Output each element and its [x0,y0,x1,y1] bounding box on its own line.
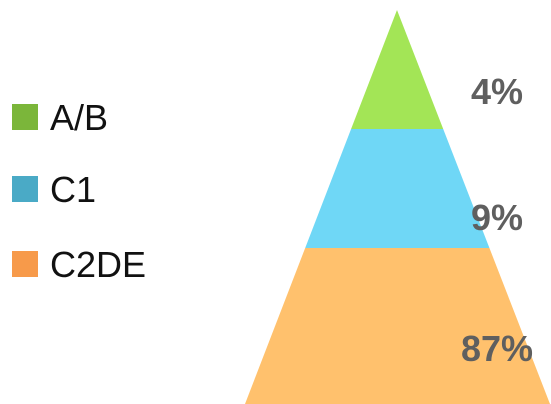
legend-item-c1: C1 [12,169,96,210]
legend-swatch [12,104,38,130]
legend-item-a-b: A/B [12,97,108,138]
legend: A/B C1 C2DE [12,97,146,285]
data-label-c1: 9% [471,197,523,238]
legend-swatch [12,176,38,202]
legend-item-c2de: C2DE [12,244,146,285]
legend-label: C1 [50,169,96,210]
legend-label: C2DE [50,244,146,285]
legend-swatch [12,251,38,277]
legend-label: A/B [50,97,108,138]
pyramid-segment-a-b [351,10,444,129]
data-label-a-b: 4% [471,71,523,112]
pyramid-segment-c2de [245,248,550,404]
data-label-c2de: 87% [461,328,533,369]
pyramid-segment-c1 [305,129,490,248]
pyramid: 4% 9% 87% [245,10,550,404]
